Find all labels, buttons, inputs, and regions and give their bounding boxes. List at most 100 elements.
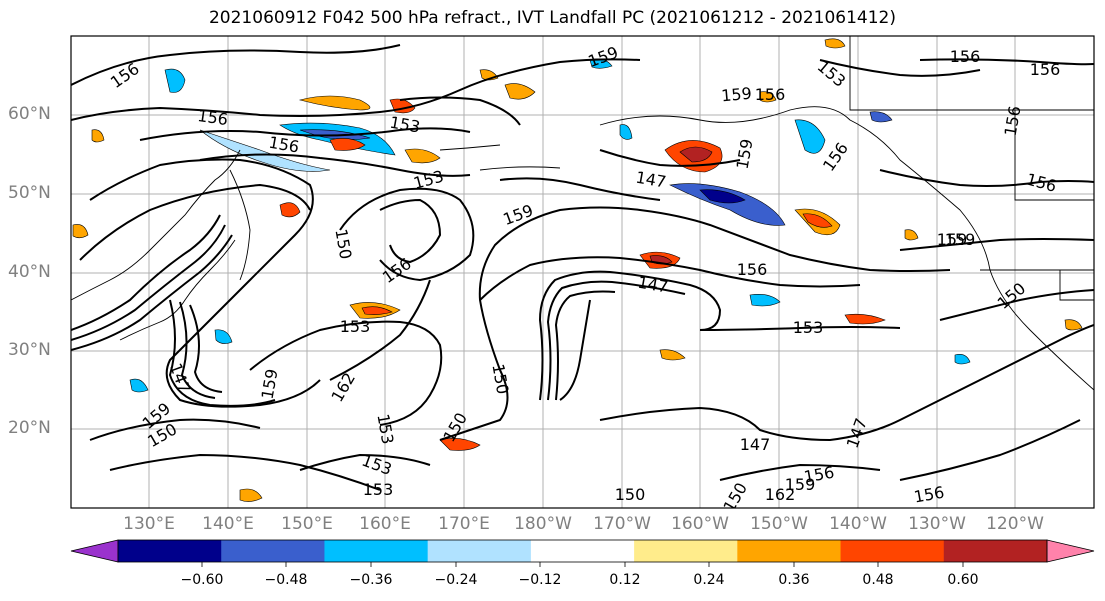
- anomaly-patch: [298, 95, 371, 111]
- contour-label: 153: [363, 480, 394, 499]
- contour-label: 156: [755, 85, 786, 104]
- lon-label-170e: 170°E: [438, 514, 490, 534]
- contour-label: 147: [636, 273, 669, 297]
- anomaly-patch: [361, 306, 393, 315]
- lon-label-150e: 150°E: [281, 514, 333, 534]
- contour-label: 150: [488, 362, 512, 395]
- contour-labels: 156 159 156 156 159 156 153 156 153 153 159 156 150 1…: [107, 43, 1061, 515]
- colorbar-extend-high: [1046, 539, 1095, 563]
- contour-label: 156: [1001, 104, 1025, 137]
- lon-label-140w: 140°W: [829, 514, 887, 534]
- contour-label: 159: [586, 43, 621, 71]
- colorbar-tick-label: −0.36: [349, 572, 393, 588]
- lon-label-120w: 120°W: [986, 514, 1044, 534]
- anomaly-patch: [659, 349, 686, 361]
- colorbar-tick-label: −0.12: [518, 572, 562, 588]
- coastlines: [71, 36, 1094, 391]
- contour-label: 153: [340, 317, 371, 336]
- contour-label: 153: [814, 57, 850, 91]
- lat-label-30: 30°N: [8, 340, 51, 360]
- anomaly-patch: [759, 91, 777, 103]
- lon-label-160e: 160°E: [359, 514, 411, 534]
- contour-label: 159: [785, 475, 816, 494]
- contour-label: 153: [793, 318, 824, 337]
- contour-label: 156: [737, 260, 768, 279]
- contour-label: 153: [388, 113, 421, 137]
- colorbar: [70, 539, 1095, 567]
- colorbar-bin: [634, 540, 738, 562]
- colorbar-tick-label: −0.60: [180, 572, 224, 588]
- colorbar-bin: [324, 540, 429, 562]
- lon-label-140e: 140°E: [202, 514, 254, 534]
- contour-label: 156: [267, 133, 300, 157]
- contour-label: 156: [196, 106, 229, 129]
- anomaly-patch: [164, 68, 186, 93]
- anomaly-patch: [279, 202, 301, 218]
- anomaly-patch: [669, 183, 786, 226]
- contour-label: 156: [1024, 170, 1058, 196]
- anomaly-patch: [749, 294, 781, 307]
- anomaly-patch: [619, 124, 633, 140]
- contour-label: 150: [719, 479, 751, 515]
- anomaly-patch: [91, 129, 105, 143]
- contour-label: 162: [327, 369, 359, 405]
- contour-label: 147: [740, 435, 771, 454]
- anomaly-patch: [72, 224, 89, 239]
- contour-label: 159: [258, 367, 282, 400]
- contour-label: 150: [994, 279, 1030, 313]
- anomaly-patch: [439, 438, 481, 451]
- anomaly-patch: [329, 138, 366, 151]
- contour-label: 156: [912, 483, 945, 507]
- anomaly-patch: [214, 329, 233, 344]
- contour-label: 153: [373, 412, 397, 445]
- anomaly-patch: [504, 83, 536, 100]
- colorbar-bin: [943, 540, 1048, 562]
- map-frame: [70, 35, 1095, 509]
- anomaly-patch: [679, 146, 713, 163]
- lon-label-160w: 160°W: [671, 514, 729, 534]
- colorbar-bin: [118, 540, 222, 562]
- lon-label-150w: 150°W: [750, 514, 808, 534]
- colorbar-frame: [117, 539, 1048, 563]
- contour-label: 156: [950, 47, 981, 66]
- anomaly-patch: [239, 488, 263, 502]
- height-contours: [71, 44, 1094, 491]
- colorbar-bin: [737, 540, 842, 562]
- contour-label: 153: [411, 167, 445, 193]
- contour-label: 150: [615, 485, 646, 504]
- anomaly-patch: [954, 354, 971, 365]
- contour-label: 159: [501, 201, 536, 229]
- colorbar-extend-low: [70, 539, 119, 563]
- anomaly-patch: [199, 129, 331, 172]
- anomaly-patch: [1064, 319, 1083, 331]
- colorbar-tick-label: 0.24: [693, 572, 725, 588]
- anomaly-patch: [824, 38, 846, 49]
- anomaly-patch: [802, 213, 833, 228]
- contour-label: 159: [945, 230, 976, 249]
- lat-label-60: 60°N: [8, 104, 51, 124]
- contour-label: 150: [331, 227, 355, 260]
- contour-label: 147: [634, 168, 667, 192]
- contour-label: 156: [1030, 60, 1061, 79]
- lat-label-20: 20°N: [8, 418, 51, 438]
- lon-label-170w: 170°W: [593, 514, 651, 534]
- contour-label: 147: [843, 416, 871, 451]
- contour-label: 159: [937, 230, 968, 249]
- colorbar-tick-label: 0.60: [947, 572, 979, 588]
- colorbar-bin: [840, 540, 945, 562]
- anomaly-patches: [72, 38, 1083, 502]
- colorbar-tick-label: −0.24: [434, 572, 478, 588]
- colorbar-tick-label: −0.48: [264, 572, 308, 588]
- lon-label-130e: 130°E: [123, 514, 175, 534]
- map-title: 2021060912 F042 500 hPa refract., IVT La…: [208, 8, 896, 28]
- lat-label-40: 40°N: [8, 262, 51, 282]
- contour-label: 162: [765, 485, 796, 504]
- anomaly-patch: [129, 378, 149, 393]
- lat-label-50: 50°N: [8, 183, 51, 203]
- colorbar-tick-label: 0.48: [862, 572, 894, 588]
- anomaly-patch: [404, 148, 441, 164]
- colorbar-bin: [221, 540, 325, 562]
- colorbar-tick-label: 0.36: [778, 572, 810, 588]
- contour-label: 156: [379, 254, 415, 287]
